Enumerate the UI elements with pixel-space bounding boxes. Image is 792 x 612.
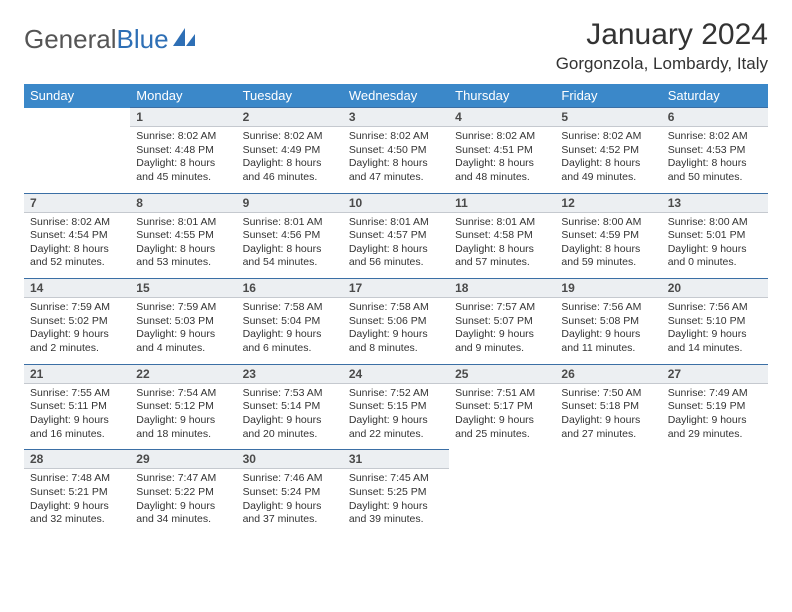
calendar-table: Sunday Monday Tuesday Wednesday Thursday… — [24, 84, 768, 535]
day-cell: Sunrise: 8:00 AM Sunset: 4:59 PM Dayligh… — [555, 212, 661, 279]
day-number: 13 — [662, 193, 768, 212]
day-number: 10 — [343, 193, 449, 212]
day-number: 14 — [24, 279, 130, 298]
weekday-header: Thursday — [449, 84, 555, 108]
day-cell: Sunrise: 7:52 AM Sunset: 5:15 PM Dayligh… — [343, 383, 449, 450]
day-number: 8 — [130, 193, 236, 212]
day-number: 20 — [662, 279, 768, 298]
day-cell: Sunrise: 8:02 AM Sunset: 4:53 PM Dayligh… — [662, 127, 768, 194]
day-cell: Sunrise: 7:45 AM Sunset: 5:25 PM Dayligh… — [343, 469, 449, 535]
day-number-row: 78910111213 — [24, 193, 768, 212]
day-number: 12 — [555, 193, 661, 212]
day-content-row: Sunrise: 7:55 AM Sunset: 5:11 PM Dayligh… — [24, 383, 768, 450]
day-number: 4 — [449, 108, 555, 127]
day-number: 29 — [130, 450, 236, 469]
day-number: 31 — [343, 450, 449, 469]
day-cell: Sunrise: 8:01 AM Sunset: 4:57 PM Dayligh… — [343, 212, 449, 279]
day-number: 16 — [237, 279, 343, 298]
day-number — [24, 108, 130, 127]
day-cell — [449, 469, 555, 535]
day-number: 28 — [24, 450, 130, 469]
weekday-header: Sunday — [24, 84, 130, 108]
day-cell: Sunrise: 7:51 AM Sunset: 5:17 PM Dayligh… — [449, 383, 555, 450]
day-cell: Sunrise: 8:02 AM Sunset: 4:54 PM Dayligh… — [24, 212, 130, 279]
weekday-header: Friday — [555, 84, 661, 108]
page-header: GeneralBlue January 2024 Gorgonzola, Lom… — [24, 18, 768, 74]
day-cell: Sunrise: 8:00 AM Sunset: 5:01 PM Dayligh… — [662, 212, 768, 279]
day-cell — [555, 469, 661, 535]
day-cell: Sunrise: 7:59 AM Sunset: 5:02 PM Dayligh… — [24, 298, 130, 365]
day-cell: Sunrise: 7:46 AM Sunset: 5:24 PM Dayligh… — [237, 469, 343, 535]
location-subtitle: Gorgonzola, Lombardy, Italy — [556, 54, 768, 74]
day-number — [662, 450, 768, 469]
day-number: 18 — [449, 279, 555, 298]
day-cell: Sunrise: 8:02 AM Sunset: 4:49 PM Dayligh… — [237, 127, 343, 194]
title-block: January 2024 Gorgonzola, Lombardy, Italy — [556, 18, 768, 74]
weekday-header-row: Sunday Monday Tuesday Wednesday Thursday… — [24, 84, 768, 108]
day-number: 1 — [130, 108, 236, 127]
logo-sail-icon — [171, 24, 197, 55]
day-number-row: 21222324252627 — [24, 364, 768, 383]
weekday-header: Wednesday — [343, 84, 449, 108]
day-cell: Sunrise: 8:02 AM Sunset: 4:50 PM Dayligh… — [343, 127, 449, 194]
logo-text-blue: Blue — [117, 24, 169, 55]
day-cell: Sunrise: 7:48 AM Sunset: 5:21 PM Dayligh… — [24, 469, 130, 535]
day-number: 17 — [343, 279, 449, 298]
month-title: January 2024 — [556, 18, 768, 52]
day-cell: Sunrise: 7:58 AM Sunset: 5:04 PM Dayligh… — [237, 298, 343, 365]
day-content-row: Sunrise: 7:59 AM Sunset: 5:02 PM Dayligh… — [24, 298, 768, 365]
day-cell: Sunrise: 7:50 AM Sunset: 5:18 PM Dayligh… — [555, 383, 661, 450]
day-cell — [662, 469, 768, 535]
day-cell: Sunrise: 7:56 AM Sunset: 5:08 PM Dayligh… — [555, 298, 661, 365]
day-cell: Sunrise: 8:02 AM Sunset: 4:48 PM Dayligh… — [130, 127, 236, 194]
day-cell: Sunrise: 8:01 AM Sunset: 4:56 PM Dayligh… — [237, 212, 343, 279]
day-number: 27 — [662, 364, 768, 383]
weekday-header: Monday — [130, 84, 236, 108]
day-number-row: 123456 — [24, 108, 768, 127]
weekday-header: Tuesday — [237, 84, 343, 108]
day-number: 21 — [24, 364, 130, 383]
day-content-row: Sunrise: 7:48 AM Sunset: 5:21 PM Dayligh… — [24, 469, 768, 535]
day-cell: Sunrise: 8:02 AM Sunset: 4:52 PM Dayligh… — [555, 127, 661, 194]
day-cell: Sunrise: 8:02 AM Sunset: 4:51 PM Dayligh… — [449, 127, 555, 194]
day-number: 22 — [130, 364, 236, 383]
day-number: 24 — [343, 364, 449, 383]
day-number: 15 — [130, 279, 236, 298]
day-cell: Sunrise: 7:53 AM Sunset: 5:14 PM Dayligh… — [237, 383, 343, 450]
day-number: 9 — [237, 193, 343, 212]
day-cell — [24, 127, 130, 194]
day-number: 2 — [237, 108, 343, 127]
day-number — [449, 450, 555, 469]
day-number — [555, 450, 661, 469]
day-cell: Sunrise: 8:01 AM Sunset: 4:58 PM Dayligh… — [449, 212, 555, 279]
day-cell: Sunrise: 7:47 AM Sunset: 5:22 PM Dayligh… — [130, 469, 236, 535]
logo: GeneralBlue — [24, 18, 197, 55]
day-number: 7 — [24, 193, 130, 212]
day-cell: Sunrise: 7:56 AM Sunset: 5:10 PM Dayligh… — [662, 298, 768, 365]
day-number: 11 — [449, 193, 555, 212]
day-content-row: Sunrise: 8:02 AM Sunset: 4:54 PM Dayligh… — [24, 212, 768, 279]
day-cell: Sunrise: 7:54 AM Sunset: 5:12 PM Dayligh… — [130, 383, 236, 450]
day-content-row: Sunrise: 8:02 AM Sunset: 4:48 PM Dayligh… — [24, 127, 768, 194]
day-number: 26 — [555, 364, 661, 383]
day-number-row: 28293031 — [24, 450, 768, 469]
day-number-row: 14151617181920 — [24, 279, 768, 298]
day-cell: Sunrise: 7:59 AM Sunset: 5:03 PM Dayligh… — [130, 298, 236, 365]
day-cell: Sunrise: 7:58 AM Sunset: 5:06 PM Dayligh… — [343, 298, 449, 365]
day-number: 5 — [555, 108, 661, 127]
logo-text-general: General — [24, 24, 117, 55]
day-number: 6 — [662, 108, 768, 127]
day-number: 30 — [237, 450, 343, 469]
day-number: 3 — [343, 108, 449, 127]
day-number: 23 — [237, 364, 343, 383]
day-cell: Sunrise: 7:55 AM Sunset: 5:11 PM Dayligh… — [24, 383, 130, 450]
weekday-header: Saturday — [662, 84, 768, 108]
day-cell: Sunrise: 7:49 AM Sunset: 5:19 PM Dayligh… — [662, 383, 768, 450]
day-cell: Sunrise: 8:01 AM Sunset: 4:55 PM Dayligh… — [130, 212, 236, 279]
day-number: 19 — [555, 279, 661, 298]
day-cell: Sunrise: 7:57 AM Sunset: 5:07 PM Dayligh… — [449, 298, 555, 365]
day-number: 25 — [449, 364, 555, 383]
